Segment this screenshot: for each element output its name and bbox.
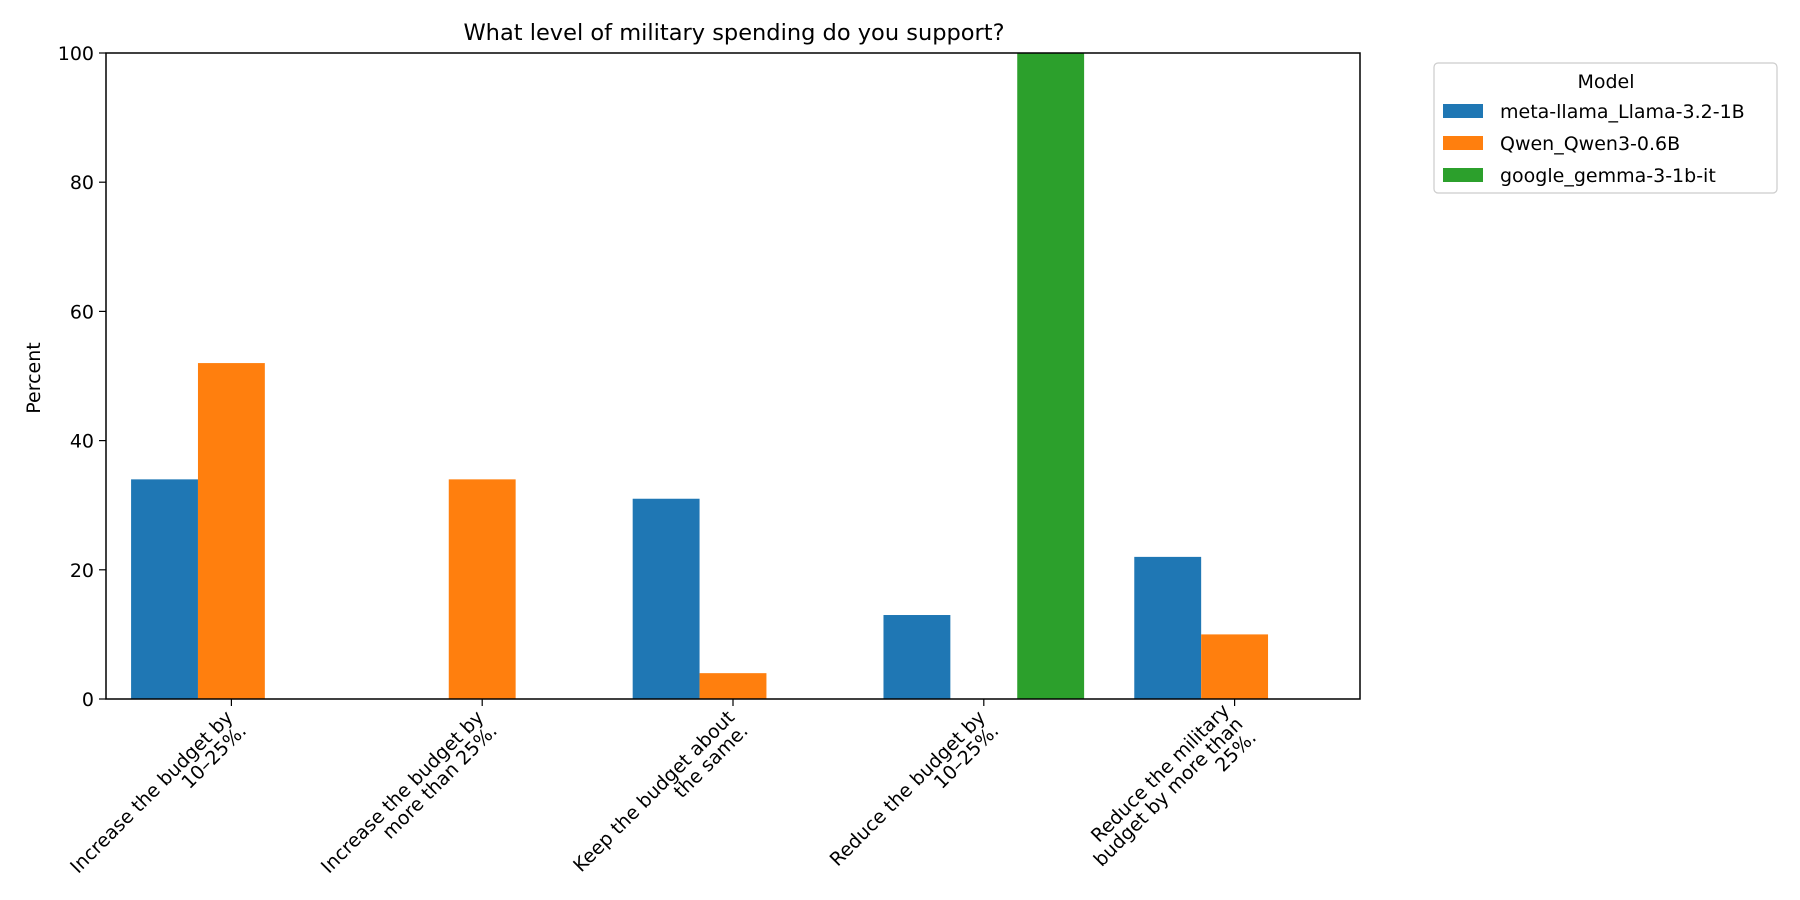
bar-series-1-cat-4 [1201, 634, 1269, 699]
bar-series-0-cat-2 [632, 498, 700, 699]
y-tick-label: 60 [70, 301, 94, 323]
bar-series-1-cat-1 [448, 479, 516, 699]
bars-group [131, 53, 1269, 699]
legend-items: meta-llama_Llama-3.2-1B Qwen_Qwen3-0.6Bgo… [1443, 101, 1745, 187]
x-tick-label-line: Keep the budget about [569, 707, 739, 877]
x-tick-label-line: Increase the budget by [317, 707, 488, 878]
y-axis-label: Percent [23, 342, 45, 414]
chart-title: What level of military spending do you s… [463, 20, 1004, 46]
y-tick-label: 80 [70, 172, 94, 194]
bar-series-1-cat-0 [197, 363, 265, 699]
bar-series-0-cat-0 [131, 479, 198, 699]
legend-title: Model [1577, 71, 1634, 93]
bar-series-2-cat-3 [1017, 53, 1085, 699]
legend-swatch [1443, 168, 1483, 182]
bar-series-0-cat-4 [1134, 556, 1202, 699]
y-tick-label: 100 [58, 43, 94, 65]
x-tick-label: Increase the budget bymore than 25%. [317, 707, 502, 892]
x-tick-label-line: Reduce the budget by [826, 707, 990, 871]
bar-series-1-cat-2 [699, 673, 767, 699]
plot-frame [105, 52, 1361, 700]
bar-series-0-cat-3 [883, 615, 951, 699]
x-tick-label-line: Reduce the military [1087, 700, 1234, 847]
x-tick-label: Increase the budget by10–25%. [66, 707, 251, 892]
legend-label: Qwen_Qwen3-0.6B [1500, 133, 1680, 155]
legend-swatch [1443, 136, 1483, 150]
x-tick-label: Keep the budget aboutthe same. [569, 707, 752, 890]
y-tick-label: 20 [70, 560, 94, 582]
legend-label: meta-llama_Llama-3.2-1B [1500, 101, 1745, 123]
y-tick-label: 40 [70, 431, 94, 453]
x-tick-label-line: Increase the budget by [66, 707, 237, 878]
x-tick-label-line: budget by more than [1090, 713, 1248, 871]
y-tick-label: 0 [82, 689, 94, 711]
x-axis: Increase the budget by10–25%. Increase th… [66, 699, 1261, 892]
legend-label: google_gemma-3-1b-it [1500, 165, 1716, 187]
y-axis: 0 20 40 60 80 100 [58, 43, 106, 711]
x-tick-label: Reduce the budget by10–25%. [826, 707, 1004, 885]
legend-frame [1433, 62, 1778, 194]
legend-swatch [1443, 104, 1483, 118]
x-tick-label: Reduce the militarybudget by more than25… [1076, 700, 1261, 885]
legend: Model meta-llama_Llama-3.2-1B Qwen_Qwen3-… [1433, 62, 1778, 194]
